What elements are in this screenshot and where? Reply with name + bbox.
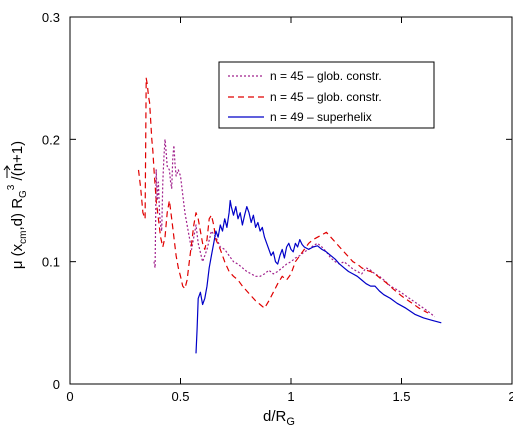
series-line-2 bbox=[137, 77, 429, 314]
x-tick-label: 0.5 bbox=[171, 389, 189, 404]
y-label-cm: cm bbox=[18, 230, 29, 243]
y-label-mu: μ bbox=[9, 261, 26, 270]
x-tick-label: 1 bbox=[287, 389, 294, 404]
vector-arrow-icon bbox=[3, 165, 11, 178]
y-label-x: x bbox=[9, 243, 26, 251]
legend: n = 45 – glob. constr. n = 45 – glob. co… bbox=[218, 61, 435, 129]
y-label-g: G bbox=[18, 190, 29, 198]
y-axis-label: μ (xcm,d) RG3 /(n+1) bbox=[3, 141, 29, 269]
x-tick-label: 1.5 bbox=[392, 389, 410, 404]
y-label-open: ( bbox=[9, 251, 26, 260]
y-tick-label: 0.2 bbox=[42, 132, 60, 147]
series-group bbox=[137, 77, 442, 354]
series-line-1 bbox=[153, 138, 435, 318]
series-line-3 bbox=[195, 199, 442, 354]
y-label-tail: /(n+1) bbox=[9, 141, 26, 185]
legend-label-3: n = 49 – superhelix bbox=[270, 110, 372, 124]
x-axis-label-sub: G bbox=[286, 416, 295, 428]
y-tick-label: 0.1 bbox=[42, 255, 60, 270]
y-tick-label: 0.3 bbox=[42, 10, 60, 25]
tick-labels: 0 0.5 1 1.5 2 0 0.1 0.2 0.3 bbox=[42, 10, 513, 404]
x-axis-label: d/RG bbox=[263, 408, 295, 428]
x-axis-label-main: d/R bbox=[263, 408, 287, 425]
legend-label-2: n = 45 – glob. constr. bbox=[270, 90, 382, 104]
y-label-mid: ,d) R bbox=[9, 198, 26, 231]
y-label-exp: 3 bbox=[6, 184, 17, 190]
legend-label-1: n = 45 – glob. constr. bbox=[270, 69, 382, 83]
x-tick-label: 0 bbox=[66, 389, 73, 404]
x-tick-label: 2 bbox=[508, 389, 513, 404]
svg-text:d/RG: d/RG bbox=[263, 408, 295, 428]
y-tick-label: 0 bbox=[53, 377, 60, 392]
axis-ticks bbox=[69, 16, 513, 385]
svg-text:μ (xcm,d) RG3 /(n+1): μ (xcm,d) RG3 /(n+1) bbox=[6, 141, 29, 269]
